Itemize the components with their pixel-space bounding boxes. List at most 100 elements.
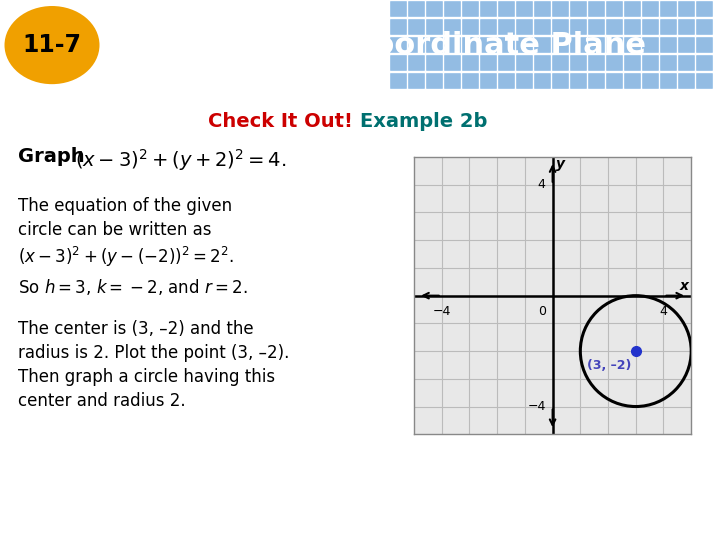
Bar (498, 19, 514, 34)
Bar (570, 73, 586, 88)
Bar (624, 55, 640, 70)
Text: Copyright © by Holt, Rinehart and Winston. All Rights Reserved.: Copyright © by Holt, Rinehart and Winsto… (202, 517, 518, 528)
Bar (408, 73, 424, 88)
Bar (480, 55, 496, 70)
Bar (444, 1, 460, 16)
Text: The equation of the given: The equation of the given (18, 197, 232, 215)
Bar (642, 73, 658, 88)
Bar (696, 55, 712, 70)
Bar (534, 19, 550, 34)
Text: circle can be written as: circle can be written as (18, 221, 212, 239)
Bar (642, 19, 658, 34)
Bar (390, 73, 406, 88)
Bar (606, 73, 622, 88)
Bar (516, 73, 532, 88)
Bar (588, 37, 604, 52)
Bar (588, 55, 604, 70)
Bar (642, 1, 658, 16)
Bar (678, 1, 694, 16)
Bar (462, 19, 478, 34)
Text: Example 2b: Example 2b (360, 112, 487, 131)
Bar (408, 19, 424, 34)
Bar (390, 37, 406, 52)
Bar (462, 1, 478, 16)
Bar (552, 19, 568, 34)
Text: The center is (3, –2) and the: The center is (3, –2) and the (18, 320, 253, 338)
Bar (390, 19, 406, 34)
Bar (462, 73, 478, 88)
Text: Then graph a circle having this: Then graph a circle having this (18, 368, 275, 386)
Text: Check It Out!: Check It Out! (208, 112, 360, 131)
Bar (624, 19, 640, 34)
Bar (516, 19, 532, 34)
Bar (480, 19, 496, 34)
Bar (660, 1, 676, 16)
Bar (606, 19, 622, 34)
Bar (552, 73, 568, 88)
Bar (570, 37, 586, 52)
Bar (426, 19, 442, 34)
Bar (552, 1, 568, 16)
Bar (696, 37, 712, 52)
Text: 4: 4 (538, 178, 546, 191)
Bar (606, 55, 622, 70)
Bar (678, 73, 694, 88)
Bar (624, 1, 640, 16)
Bar (408, 37, 424, 52)
Bar (498, 55, 514, 70)
Text: radius is 2. Plot the point (3, –2).: radius is 2. Plot the point (3, –2). (18, 344, 289, 362)
Bar (408, 1, 424, 16)
Bar (678, 55, 694, 70)
Bar (390, 55, 406, 70)
Text: 0: 0 (538, 305, 546, 319)
Bar (534, 37, 550, 52)
Bar (516, 37, 532, 52)
Bar (534, 1, 550, 16)
Text: y: y (556, 157, 565, 171)
Bar (534, 73, 550, 88)
Bar (660, 19, 676, 34)
Bar (678, 19, 694, 34)
Bar (660, 73, 676, 88)
Bar (444, 55, 460, 70)
Bar (642, 55, 658, 70)
Bar (480, 73, 496, 88)
Bar (552, 37, 568, 52)
Text: $(x - 3)^2 + (y - (-2))^2 = 2^2.$: $(x - 3)^2 + (y - (-2))^2 = 2^2.$ (18, 245, 233, 269)
Bar (570, 55, 586, 70)
Bar (444, 73, 460, 88)
Bar (624, 37, 640, 52)
Text: center and radius 2.: center and radius 2. (18, 392, 186, 410)
Bar (498, 1, 514, 16)
Bar (624, 73, 640, 88)
Bar (462, 37, 478, 52)
Bar (660, 55, 676, 70)
Bar (570, 19, 586, 34)
Bar (480, 1, 496, 16)
Bar (570, 1, 586, 16)
Ellipse shape (4, 6, 99, 84)
Text: −4: −4 (527, 400, 546, 413)
Bar (588, 19, 604, 34)
Bar (498, 37, 514, 52)
Bar (642, 37, 658, 52)
Text: 11-7: 11-7 (22, 33, 81, 57)
Bar (426, 55, 442, 70)
Text: So $h = 3$, $k = -2$, and $r = 2.$: So $h = 3$, $k = -2$, and $r = 2.$ (18, 277, 248, 297)
Bar (606, 1, 622, 16)
Bar (678, 37, 694, 52)
Bar (588, 73, 604, 88)
Bar (426, 1, 442, 16)
Text: x: x (680, 279, 689, 293)
Bar (606, 37, 622, 52)
Bar (552, 55, 568, 70)
Bar (444, 19, 460, 34)
Text: Graph: Graph (18, 147, 91, 166)
Text: $(x - 3)^2 + (y + 2)^2 = 4.$: $(x - 3)^2 + (y + 2)^2 = 4.$ (75, 147, 287, 173)
Text: Circles in the Coordinate Plane: Circles in the Coordinate Plane (115, 31, 646, 59)
Bar (462, 55, 478, 70)
Bar (534, 55, 550, 70)
Bar (696, 19, 712, 34)
Bar (444, 37, 460, 52)
Bar (588, 1, 604, 16)
